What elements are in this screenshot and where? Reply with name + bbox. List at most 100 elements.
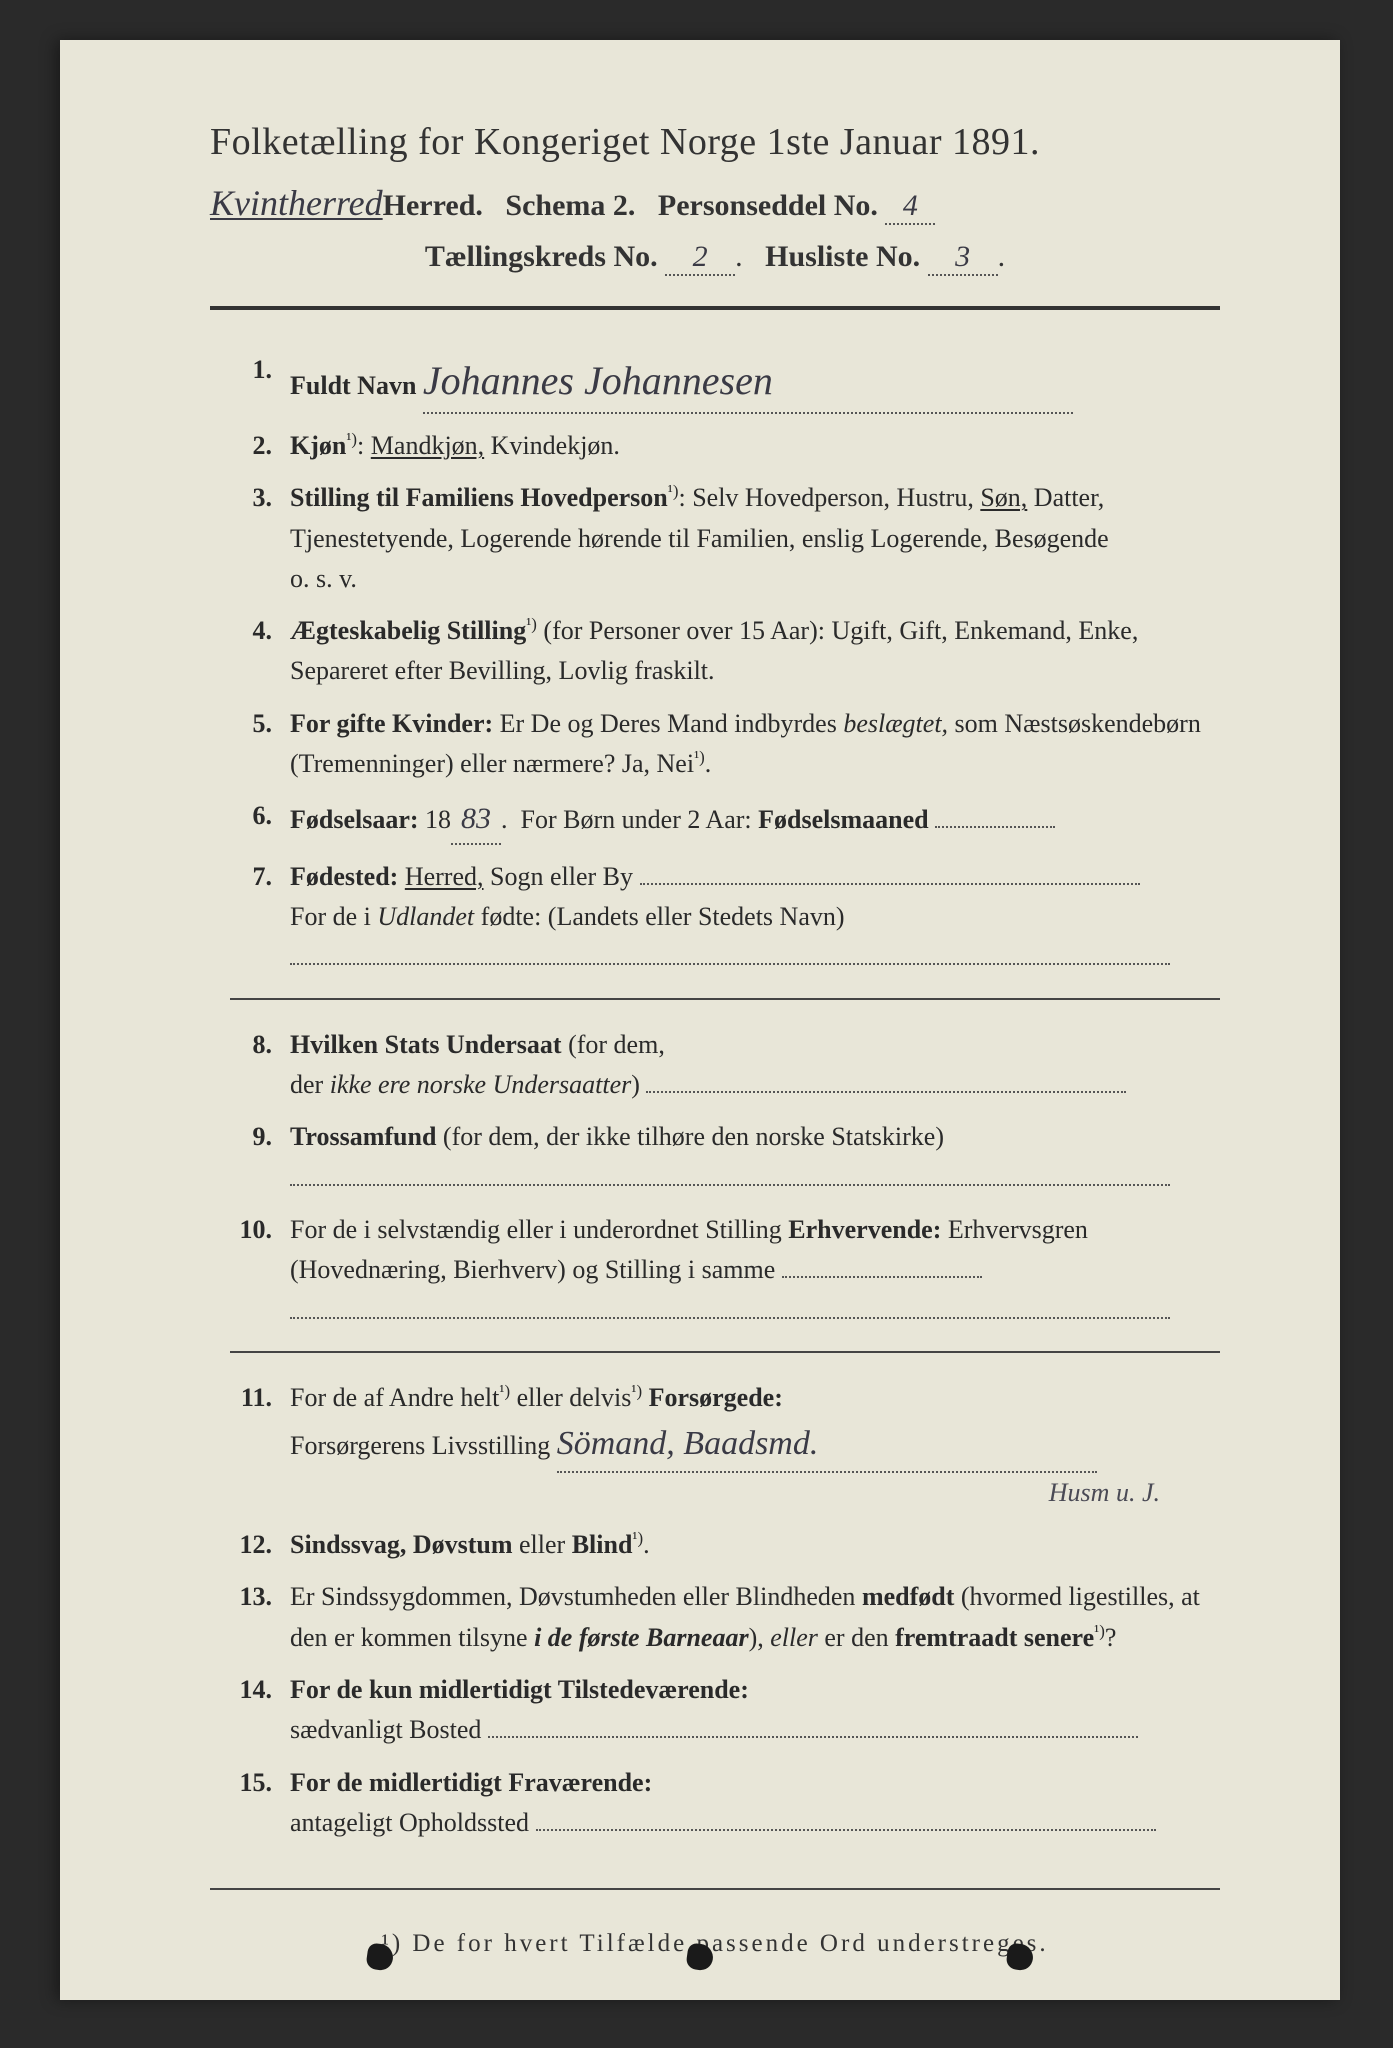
personseddel-no-value: 4 (903, 189, 918, 223)
item-number: 1. (230, 350, 290, 414)
tros-field (290, 1184, 1170, 1186)
stilling-label: Stilling til Familiens Hovedperson (290, 483, 668, 512)
item-8: 8. Hvilken Stats Undersaat (for dem, der… (230, 1025, 1220, 1106)
gifte-text-a: Er De og Deres Mand indbyrdes (500, 709, 837, 738)
f15-text: antageligt Opholdssted (290, 1808, 529, 1837)
livsstilling-field: Sömand, Baadsmd. (557, 1418, 1097, 1473)
personseddel-label: Personseddel No. (658, 189, 878, 222)
main-title: Folketælling for Kongeriget Norge 1ste J… (210, 120, 1220, 164)
husliste-label: Husliste No. (765, 240, 920, 273)
item-number: 15. (230, 1763, 290, 1844)
item-14: 14. For de kun midlertidigt Tilstedevære… (230, 1670, 1220, 1751)
undersaat-label: Hvilken Stats Undersaat (290, 1030, 562, 1059)
divider-thin-3 (210, 1888, 1220, 1890)
husliste-no-field: 3 (928, 240, 998, 276)
stilling-options-a: Selv Hovedperson, Hustru, (692, 483, 974, 512)
livsstilling-value: Sömand, Baadsmd. (557, 1418, 819, 1471)
form-items: 1. Fuldt Navn Johannes Johannesen 2. Kjø… (210, 350, 1220, 1843)
opholds-field (536, 1829, 1156, 1831)
footnote-ref: ¹) (632, 1528, 643, 1547)
tkreds-no-field: 2 (665, 240, 735, 276)
f7-text-a: Sogn eller By (490, 862, 633, 891)
sindssvag-label: Sindssvag, Døvstum (290, 1530, 513, 1559)
item-number: 3. (230, 478, 290, 599)
forsorgede-label: Forsørgede: (649, 1383, 783, 1412)
item-3: 3. Stilling til Familiens Hovedperson¹):… (230, 478, 1220, 599)
census-form-page: Folketælling for Kongeriget Norge 1ste J… (60, 40, 1340, 2000)
item-11: 11. For de af Andre helt¹) eller delvis¹… (230, 1378, 1220, 1513)
f7-em: Udlandet (377, 902, 474, 931)
stilling-osv: o. s. v. (290, 564, 357, 593)
f10-text-a: For de i selvstændig eller i underordnet… (290, 1215, 782, 1244)
footnote-ref: ¹) (346, 429, 357, 448)
fodested-label: Fødested: (290, 862, 398, 891)
item-13: 13. Er Sindssygdommen, Døvstumheden elle… (230, 1577, 1220, 1658)
item-6: 6. Fødselsaar: 1883. For Børn under 2 Aa… (230, 796, 1220, 845)
header-line-2: KvintherredHerred. Schema 2. Personsedde… (210, 182, 1220, 225)
item-4: 4. Ægteskabelig Stilling¹) (for Personer… (230, 611, 1220, 692)
divider-thin-2 (230, 1351, 1220, 1353)
f8-text-b: der (290, 1070, 323, 1099)
blind-label: Blind (572, 1530, 633, 1559)
header-line-3: Tællingskreds No. 2. Husliste No. 3. (210, 240, 1220, 276)
herred-name-handwritten: Kvintherred (210, 182, 383, 224)
item-number: 12. (230, 1525, 290, 1565)
item-number: 8. (230, 1025, 290, 1106)
f7-text-b: For de i (290, 902, 371, 931)
trossamfund-label: Trossamfund (290, 1122, 436, 1151)
tilstede-label: For de kun midlertidigt Tilstedeværende: (290, 1675, 749, 1704)
f14-text: sædvanligt Bosted (290, 1715, 481, 1744)
item-12: 12. Sindssvag, Døvstum eller Blind¹). (230, 1525, 1220, 1565)
name-field: Johannes Johannesen (423, 350, 1073, 414)
fodested-herred: Herred, (405, 862, 484, 891)
f13-em2: eller (770, 1623, 818, 1652)
item-1: 1. Fuldt Navn Johannes Johannesen (230, 350, 1220, 414)
binding-holes (60, 1944, 1340, 1970)
hole-icon (685, 1942, 714, 1971)
husliste-no-value: 3 (955, 240, 970, 274)
maaned-field (935, 826, 1055, 828)
item-number: 5. (230, 704, 290, 785)
f13-text-d: er den (824, 1623, 888, 1652)
personseddel-no-field: 4 (885, 189, 935, 225)
hole-icon (1005, 1942, 1034, 1971)
item-number: 13. (230, 1577, 290, 1658)
schema-label: Schema 2. (505, 189, 635, 222)
fodested-field (640, 883, 1140, 885)
gifte-label: For gifte Kvinder: (290, 709, 493, 738)
kjon-kvinde: Kvindekjøn. (491, 431, 620, 460)
fodselsaar-label: Fødselsaar: (290, 805, 419, 834)
f8-em: ikke ere norske Undersaatter (330, 1070, 632, 1099)
item-number: 10. (230, 1210, 290, 1331)
footnote-ref: ¹) (694, 747, 705, 766)
year-value: 83 (461, 796, 491, 843)
tkreds-no-value: 2 (693, 240, 708, 274)
f11-text-b: eller delvis (517, 1383, 632, 1412)
footnote-ref: ¹) (1094, 1621, 1105, 1640)
item-number: 7. (230, 857, 290, 978)
item-7: 7. Fødested: Herred, Sogn eller By For d… (230, 857, 1220, 978)
erhverv-field-b (290, 1317, 1170, 1319)
f13-text-a: Er Sindssygdommen, Døvstumheden eller Bl… (290, 1582, 855, 1611)
year-field: 83 (451, 796, 501, 845)
item-number: 9. (230, 1117, 290, 1198)
udlandet-field (290, 963, 1170, 965)
name-value: Johannes Johannesen (423, 350, 773, 412)
stilling-son: Søn, (980, 483, 1027, 512)
f11-text-c: Forsørgerens Livsstilling (290, 1431, 550, 1460)
item-number: 4. (230, 611, 290, 692)
fodselsmaaned-label: Fødselsmaaned (758, 805, 928, 834)
item-10: 10. For de i selvstændig eller i underor… (230, 1210, 1220, 1331)
livsstilling-annot2: Husm u. J. (1049, 1478, 1160, 1507)
divider-thin-1 (230, 998, 1220, 1000)
footnote-ref: ¹) (668, 482, 679, 501)
item-5: 5. For gifte Kvinder: Er De og Deres Man… (230, 704, 1220, 785)
gifte-em: beslægtet, (843, 709, 948, 738)
footnote-ref: ¹) (526, 615, 537, 634)
f11-text-a: For de af Andre helt (290, 1383, 499, 1412)
f13-em: i de første Barneaar (534, 1623, 749, 1652)
erhvervende-label: Erhvervende: (788, 1215, 941, 1244)
tkreds-label: Tællingskreds No. (425, 240, 658, 273)
fuldt-navn-label: Fuldt Navn (290, 371, 416, 400)
erhverv-field-a (782, 1276, 982, 1278)
